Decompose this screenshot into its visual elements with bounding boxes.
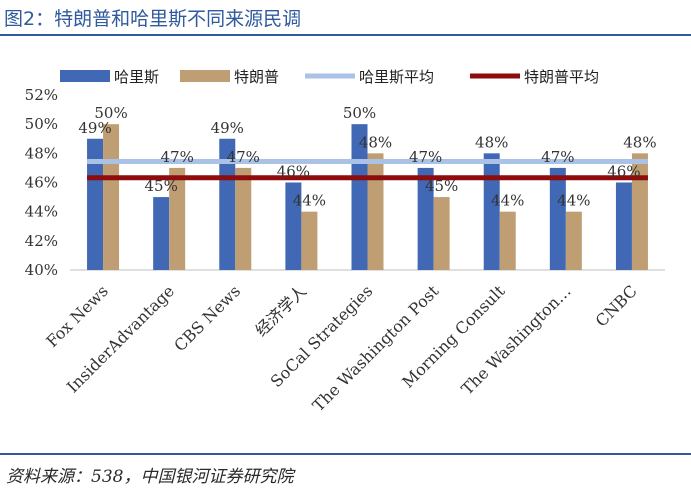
value-label: 48% [359,133,392,151]
bar-harris-fox-news [87,138,104,270]
bar-trump-morning-consult [499,211,516,270]
value-label: 48% [475,133,508,151]
source-note: 资料来源：538，中国银河证券研究院 [6,467,294,487]
value-label: 46% [607,163,640,181]
legend-label-harris: 哈里斯 [114,68,159,86]
legend-label-trump: 特朗普 [234,68,279,86]
bar-harris-insideradvantage [153,197,170,270]
y-tick-label: 50% [25,115,58,133]
bar-trump-the-washington-post [433,197,450,270]
value-label: 47% [227,148,260,166]
category-label: The Washington Post [309,281,443,415]
category-label: The Washington… [458,281,575,398]
title-rule [0,34,691,36]
value-label: 46% [277,163,310,181]
bar-trump-the-washington [565,211,582,270]
y-tick-label: 42% [25,232,58,250]
bar-harris-cnbc [615,182,632,270]
bar-harris-cbs-news [219,138,236,270]
value-label: 44% [293,192,326,210]
bar-harris-经济学人 [285,182,302,270]
category-label: 经济学人 [252,281,311,340]
legend-label-trump-average: 特朗普平均 [524,68,599,86]
value-label: 45% [144,177,177,195]
legend-swatch-trump [180,70,230,82]
average-lines [87,159,648,181]
value-label: 50% [343,104,376,122]
value-labels: 49%50%45%47%49%47%46%44%50%48%47%45%48%4… [78,104,656,210]
bar-harris-morning-consult [483,153,500,270]
value-label: 44% [557,192,590,210]
bar-trump-insideradvantage [169,167,186,270]
legend-label-harris-average: 哈里斯平均 [359,68,434,86]
value-label: 49% [211,119,244,137]
value-label: 47% [541,148,574,166]
bar-harris-the-washington [549,167,566,270]
bar-trump-经济学人 [301,211,318,270]
value-label: 48% [623,133,656,151]
legend: 哈里斯 特朗普 哈里斯平均 特朗普平均 [60,68,599,86]
chart-title: 图2：特朗普和哈里斯不同来源民调 [4,8,302,30]
category-label: Fox News [42,281,112,351]
y-tick-label: 44% [25,203,58,221]
category-label: CNBC [592,281,641,330]
bar-harris-the-washington-post [417,167,434,270]
y-tick-label: 40% [25,261,58,279]
bar-chart: 哈里斯 特朗普 哈里斯平均 特朗普平均 40% 42% 44% 46% 48% 50% 52% 4… [25,68,665,415]
category-label: CBS News [170,281,244,355]
value-label: 44% [491,192,524,210]
bar-trump-fox-news [103,124,120,271]
value-label: 45% [425,177,458,195]
y-tick-label: 48% [25,144,58,162]
value-label: 47% [160,148,193,166]
value-label: 47% [409,148,442,166]
value-label: 49% [78,119,111,137]
bar-trump-socal-strategies [367,153,384,270]
bar-trump-cnbc [631,153,648,270]
bar-trump-cbs-news [235,167,252,270]
y-tick-label: 46% [25,174,58,192]
y-tick-label: 52% [25,86,58,104]
footer-rule [0,453,691,455]
legend-swatch-harris [60,70,110,82]
value-label: 50% [94,104,127,122]
